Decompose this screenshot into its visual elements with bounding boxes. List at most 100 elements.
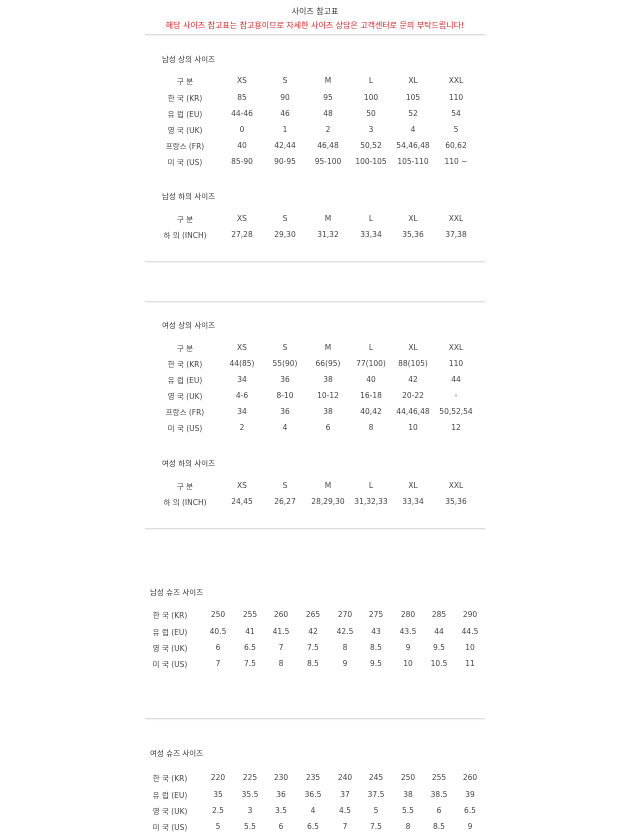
table-cell: 55(90) [272,359,298,368]
column-header: XL [408,481,418,490]
section-title: 여성 하의 사이즈 [162,459,216,468]
table-cell: 28,29,30 [311,497,345,506]
table-cell: 250 [400,773,416,782]
section-title: 남성 상의 사이즈 [162,55,216,64]
column-header: XL [408,76,418,85]
table-cell: 95-100 [314,157,342,166]
column-header: XXL [448,343,464,352]
row-label: 유 럽 (EU) [167,110,203,119]
column-header: XS [237,343,247,352]
table-cell: 90 [280,93,290,102]
table-cell: 6 [325,423,331,432]
table-cell: 48 [323,109,333,118]
table-cell: 8.5 [433,822,445,831]
table-cell: 37 [340,790,350,799]
column-header: XXL [448,214,464,223]
column-header: L [368,214,374,223]
table-cell: 6.5 [307,822,319,831]
table-cell: 8.5 [370,643,382,652]
row-label: 유 럽 (EU) [152,791,188,800]
column-header: M [324,214,332,223]
table-cell: 88(105) [398,359,428,368]
row-label: 한 국 (KR) [152,611,188,620]
table-cell: 44,46,48 [396,407,430,416]
table-cell: 54,46,48 [396,141,430,150]
table-cell: 265 [305,610,321,619]
table-cell: 8 [368,423,374,432]
row-label: 미 국 (US) [167,424,203,433]
table-cell: 43.5 [399,627,417,636]
page-title: 사이즈 참고표 [291,7,339,16]
table-cell: 5 [215,822,221,831]
table-cell: 255 [242,610,258,619]
table-cell: 110 [448,359,464,368]
table-cell: 7.5 [244,659,256,668]
table-cell: 5.5 [244,822,256,831]
table-cell: 275 [368,610,384,619]
table-cell: 12 [451,423,461,432]
table-cell: 105-110 [397,157,429,166]
row-label: 하 의 (INCH) [163,498,207,507]
table-cell: 46,48 [317,141,339,150]
table-cell: 8.5 [307,659,319,668]
table-cell: 10 [465,643,475,652]
row-label: 한 국 (KR) [167,94,203,103]
table-cell: 34 [237,407,247,416]
table-cell: 38 [403,790,413,799]
table-cell: 5 [373,806,379,815]
table-cell: 245 [368,773,384,782]
table-cell: 100 [363,93,379,102]
table-cell: 36.5 [304,790,322,799]
table-cell: 85-90 [231,157,253,166]
table-cell: 105 [405,93,421,102]
table-cell: 50,52,54 [439,407,473,416]
divider [145,718,485,719]
table-cell: 36 [280,407,290,416]
table-cell: 7 [278,643,284,652]
table-cell: 8 [278,659,284,668]
table-cell: 54 [451,109,461,118]
table-cell: 33,34 [402,497,424,506]
table-cell: 35.5 [241,790,259,799]
table-cell: 6.5 [244,643,256,652]
table-cell: 4 [410,125,416,134]
table-cell: 77(100) [356,359,386,368]
row-label: 영 국 (UK) [152,807,188,816]
table-cell: 44(85) [229,359,255,368]
column-header: XS [237,76,247,85]
table-cell: 95 [323,93,333,102]
table-cell: 3 [368,125,374,134]
column-header: XL [408,343,418,352]
table-cell: 40,42 [360,407,382,416]
table-cell: 9.5 [433,643,445,652]
table-cell: 4.5 [339,806,351,815]
table-cell: 110 ~ [444,157,468,166]
row-label: 유 럽 (EU) [152,628,188,637]
table-cell: 260 [462,773,478,782]
column-header: XL [408,214,418,223]
table-cell: 37,38 [445,230,467,239]
column-header: S [282,481,288,490]
table-cell: 2.5 [212,806,224,815]
table-cell: 90-95 [274,157,296,166]
row-label: 한 국 (KR) [152,774,188,783]
row-label: 미 국 (US) [152,823,188,832]
section-title: 남성 슈즈 사이즈 [150,588,204,597]
header-label: 구 분 [176,344,194,353]
table-cell: 230 [273,773,289,782]
table-cell: 60,62 [445,141,467,150]
table-cell: 16-18 [360,391,382,400]
row-label: 미 국 (US) [167,158,203,167]
table-cell: 31,32,33 [354,497,388,506]
column-header: XS [237,481,247,490]
header-label: 구 분 [176,482,194,491]
table-cell: 35 [213,790,223,799]
table-cell: 3 [247,806,253,815]
column-header: S [282,343,288,352]
table-cell: 7.5 [307,643,319,652]
table-cell: 66(95) [315,359,341,368]
notice-text: 해당 사이즈 참고표는 참고용이므로 자세한 사이즈 상담은 고객센터로 문의 … [165,21,465,30]
table-cell: 255 [431,773,447,782]
table-cell: - [454,391,458,400]
table-cell: 0 [239,125,245,134]
